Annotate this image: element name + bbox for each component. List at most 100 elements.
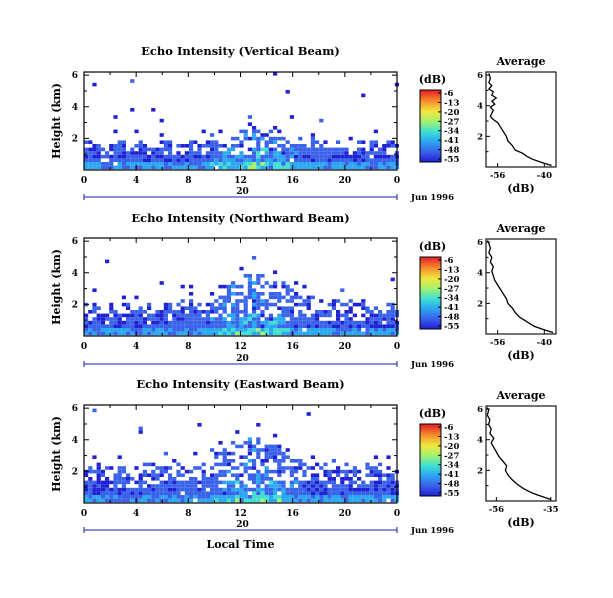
heatmap-cell xyxy=(365,328,370,332)
heatmap-cell xyxy=(256,441,261,445)
heatmap-cell xyxy=(121,495,126,499)
heatmap-cell xyxy=(176,495,181,499)
heatmap-cell xyxy=(147,462,152,467)
heatmap-cell xyxy=(268,313,273,318)
heatmap-cell xyxy=(184,162,189,166)
heatmap-cell xyxy=(88,320,93,325)
heatmap-cell xyxy=(357,154,362,159)
colorbar-tick-label: -20 xyxy=(444,442,459,452)
heatmap-cell xyxy=(306,495,311,499)
heatmap-cell xyxy=(172,154,177,159)
heatmap-cell xyxy=(138,313,143,318)
colorbar-segment xyxy=(420,135,441,138)
heatmap-cell xyxy=(84,491,89,495)
heatmap-cell xyxy=(130,162,135,166)
colorbar-segment xyxy=(420,425,441,429)
heatmap-cell xyxy=(239,266,244,271)
heatmap-cell xyxy=(373,165,378,170)
heatmap-cell xyxy=(369,310,374,314)
heatmap-cell xyxy=(193,451,198,456)
heatmap-cell xyxy=(163,310,168,314)
heatmap-cell xyxy=(231,498,236,503)
colorbar-segment xyxy=(420,260,441,263)
heatmap-cell xyxy=(121,498,126,503)
heatmap-cell xyxy=(352,162,357,166)
heatmap-cell xyxy=(113,331,118,336)
heatmap-cell xyxy=(189,162,194,166)
heatmap-cell xyxy=(352,498,357,503)
heatmap-cell xyxy=(168,487,173,492)
heatmap-cell xyxy=(361,480,366,485)
heatmap-cell xyxy=(310,140,315,144)
colorbar-segment xyxy=(420,138,441,141)
heatmap-cell xyxy=(298,165,303,170)
heatmap-cell xyxy=(142,480,147,485)
heatmap-cell xyxy=(121,477,126,481)
heatmap-cell xyxy=(159,147,164,152)
heatmap-cell xyxy=(163,320,168,325)
heatmap-cell xyxy=(109,498,114,503)
heatmap-cell xyxy=(163,498,168,503)
heatmap-cell xyxy=(201,310,206,314)
heatmap-cell xyxy=(319,498,324,503)
colorbar-tick-label: -55 xyxy=(444,322,459,332)
heatmap-cell xyxy=(357,477,362,481)
heatmap-cell xyxy=(96,324,101,328)
heatmap-cell xyxy=(247,162,252,166)
heatmap-cell xyxy=(96,320,101,325)
heatmap-cell xyxy=(205,162,210,166)
heatmap-cell xyxy=(344,331,349,336)
heatmap-cell xyxy=(197,480,202,485)
heatmap-cell xyxy=(239,495,244,499)
heatmap-cell xyxy=(256,144,261,148)
heatmap-cell xyxy=(336,469,341,474)
heatmap-cell xyxy=(117,313,122,318)
heatmap-cell xyxy=(126,165,131,170)
heatmap-cell xyxy=(361,331,366,336)
heatmap-cell xyxy=(302,302,307,307)
average-profile-line xyxy=(486,407,552,501)
heatmap-cell xyxy=(151,487,156,492)
heatmap-cell xyxy=(247,466,252,470)
colorbar-segment xyxy=(420,273,441,276)
heatmap-cell xyxy=(163,144,168,148)
heatmap-cell xyxy=(239,491,244,495)
colorbar-segment xyxy=(420,465,441,468)
heatmap-cell xyxy=(319,158,324,162)
heatmap-cell xyxy=(126,154,131,159)
heatmap-cell xyxy=(218,158,223,162)
heatmap-cell xyxy=(138,162,143,166)
heatmap-cell xyxy=(130,313,135,318)
heatmap-cell xyxy=(268,448,273,452)
heatmap-cell xyxy=(222,284,227,289)
heatmap-cell xyxy=(277,151,282,155)
heatmap-cell xyxy=(138,430,143,434)
heatmap-cell xyxy=(294,495,299,499)
heatmap-cell xyxy=(289,317,294,321)
heatmap-cell xyxy=(168,302,173,307)
heatmap-cell xyxy=(344,498,349,503)
heatmap-cell xyxy=(373,154,378,159)
heatmap-cell xyxy=(264,281,269,285)
heatmap-cell xyxy=(176,462,181,467)
date-label: Jun 1996 xyxy=(410,526,454,536)
heatmap-cell xyxy=(319,151,324,155)
heatmap-cell xyxy=(214,144,219,148)
heatmap-cell xyxy=(168,310,173,314)
heatmap-cell xyxy=(319,328,324,332)
colorbar-tick-label: -41 xyxy=(444,136,459,146)
heatmap-cell xyxy=(331,491,336,495)
heatmap-cell xyxy=(134,466,139,470)
heatmap-cell xyxy=(218,144,223,148)
heatmap-cell xyxy=(235,466,240,470)
heatmap-cell xyxy=(252,281,257,285)
colorbar-segment xyxy=(420,284,441,287)
heatmap-cell xyxy=(189,292,194,296)
heatmap-cell xyxy=(256,165,261,170)
x-tick-label: 0 xyxy=(81,176,87,186)
heatmap-cell xyxy=(214,473,219,477)
heatmap-cell xyxy=(365,331,370,336)
heatmap-cell xyxy=(218,451,223,456)
heatmap-cell xyxy=(344,165,349,170)
heatmap-cell xyxy=(256,320,261,325)
